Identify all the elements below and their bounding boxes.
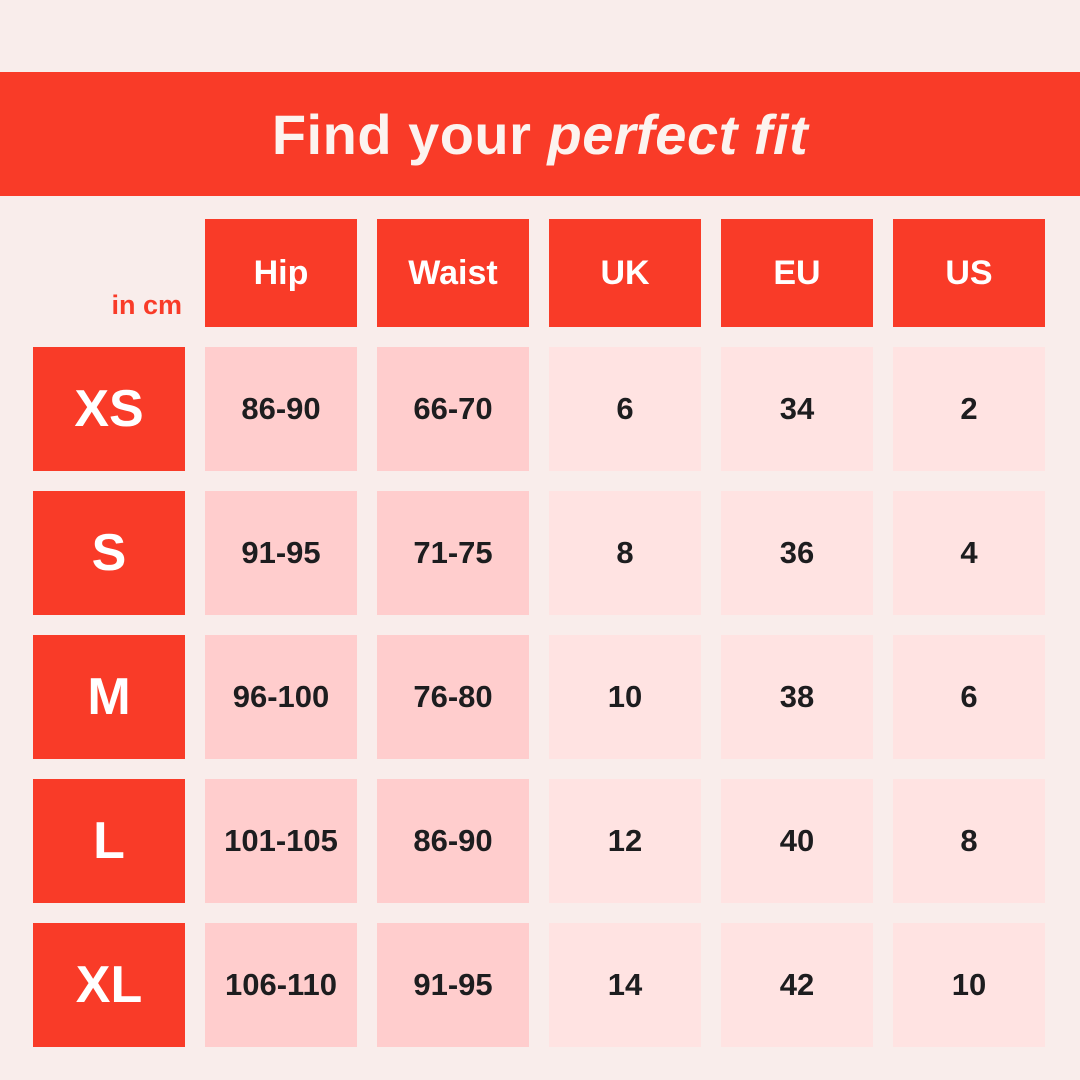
size-chart-table: in cm Hip Waist UK EU US XS 86-90 66-70 … (33, 219, 1045, 1047)
uk-value-xl: 14 (549, 923, 701, 1047)
size-label-m: M (33, 635, 185, 759)
waist-value-m: 76-80 (377, 635, 529, 759)
uk-value-l: 12 (549, 779, 701, 903)
uk-value-m: 10 (549, 635, 701, 759)
size-label-l: L (33, 779, 185, 903)
waist-value-l: 86-90 (377, 779, 529, 903)
hip-value-l: 101-105 (205, 779, 357, 903)
column-header-waist: Waist (377, 219, 529, 327)
hip-value-xs: 86-90 (205, 347, 357, 471)
size-label-xl: XL (33, 923, 185, 1047)
waist-value-s: 71-75 (377, 491, 529, 615)
page-title-italic: perfect fit (547, 102, 809, 166)
column-header-us: US (893, 219, 1045, 327)
unit-label: in cm (111, 290, 182, 320)
hip-value-m: 96-100 (205, 635, 357, 759)
hip-value-xl: 106-110 (205, 923, 357, 1047)
column-header-eu: EU (721, 219, 873, 327)
column-header-hip: Hip (205, 219, 357, 327)
hip-value-s: 91-95 (205, 491, 357, 615)
page-title: Find your perfect fit (272, 102, 808, 167)
us-value-s: 4 (893, 491, 1045, 615)
title-banner: Find your perfect fit (0, 72, 1080, 196)
us-value-xs: 2 (893, 347, 1045, 471)
size-label-s: S (33, 491, 185, 615)
waist-value-xs: 66-70 (377, 347, 529, 471)
eu-value-xs: 34 (721, 347, 873, 471)
page-title-prefix: Find your (271, 102, 548, 166)
us-value-l: 8 (893, 779, 1045, 903)
us-value-m: 6 (893, 635, 1045, 759)
uk-value-s: 8 (549, 491, 701, 615)
size-label-xs: XS (33, 347, 185, 471)
eu-value-xl: 42 (721, 923, 873, 1047)
waist-value-xl: 91-95 (377, 923, 529, 1047)
eu-value-s: 36 (721, 491, 873, 615)
eu-value-l: 40 (721, 779, 873, 903)
eu-value-m: 38 (721, 635, 873, 759)
column-header-uk: UK (549, 219, 701, 327)
uk-value-xs: 6 (549, 347, 701, 471)
us-value-xl: 10 (893, 923, 1045, 1047)
